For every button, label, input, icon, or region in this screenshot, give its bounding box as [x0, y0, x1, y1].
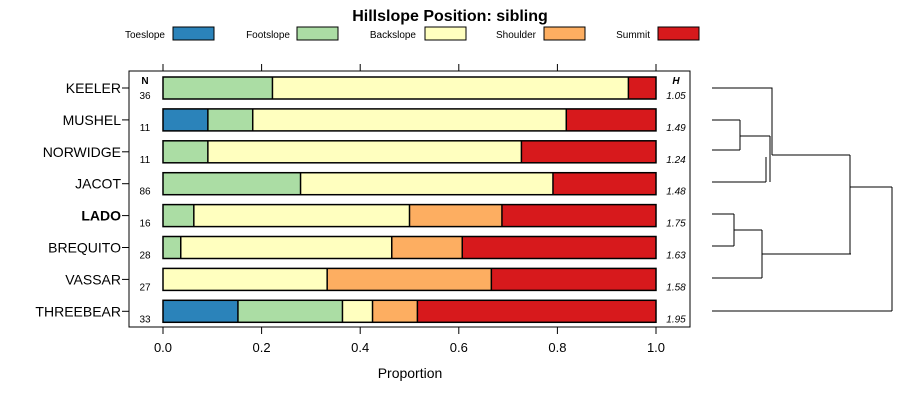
- bar-segment-lado-footslope: [163, 204, 194, 227]
- row-label-threebear: THREEBEAR: [35, 303, 121, 319]
- legend-swatch-toeslope: [172, 26, 215, 41]
- x-tick-label: 0.0: [154, 340, 172, 355]
- bar-segment-vassar-summit: [491, 268, 656, 291]
- x-tick-label: 1.0: [647, 340, 665, 355]
- bar-segment-jacot-footslope: [163, 172, 301, 195]
- h-value-norwidge: 1.24: [666, 155, 686, 166]
- bar-segment-jacot-backslope: [300, 172, 553, 195]
- legend-swatch-summit: [657, 26, 700, 41]
- n-value-mushel: 11: [140, 123, 151, 134]
- bar-segment-vassar-backslope: [163, 268, 328, 291]
- bar-segment-brequito-footslope: [163, 236, 181, 259]
- row-label-keeler: KEELER: [66, 80, 121, 96]
- bar-segment-lado-backslope: [193, 204, 410, 227]
- row-label-lado: LADO: [81, 208, 121, 224]
- row-labels: KEELER MUSHEL NORWIDGE JACOT LADO BREQUITO VAS…: [35, 80, 129, 319]
- n-value-threebear: 33: [139, 314, 151, 325]
- bar-segment-norwidge-backslope: [207, 140, 522, 163]
- x-axis-label: Proportion: [378, 365, 443, 381]
- bar-segment-lado-summit: [501, 204, 656, 227]
- legend-swatch-shoulder: [543, 26, 586, 41]
- n-value-lado: 16: [139, 219, 151, 230]
- bar-segment-brequito-summit: [462, 236, 656, 259]
- n-value-norwidge: 11: [140, 155, 151, 166]
- bar-segment-brequito-backslope: [180, 236, 392, 259]
- bar-outline-keeler: [162, 76, 657, 100]
- bar-segment-keeler-footslope: [163, 77, 273, 99]
- row-label-jacot: JACOT: [75, 176, 121, 192]
- plot-panel: [128, 70, 691, 328]
- n-value-keeler: 36: [139, 91, 151, 102]
- h-header: H: [672, 76, 680, 87]
- bar-segment-threebear-footslope: [237, 300, 343, 323]
- row-label-mushel: MUSHEL: [63, 112, 122, 128]
- bar-outline-norwidge: [162, 140, 657, 164]
- x-tick-label: 0.8: [548, 340, 566, 355]
- h-value-brequito: 1.63: [666, 251, 686, 262]
- row-label-brequito: BREQUITO: [48, 240, 121, 256]
- legend-label-backslope: Backslope: [370, 30, 417, 41]
- dendrogram-branches: [712, 87, 893, 312]
- bar-segment-keeler-backslope: [272, 77, 629, 99]
- bar-segment-threebear-backslope: [342, 300, 373, 323]
- h-value-vassar: 1.58: [666, 282, 686, 293]
- legend: Toeslope Footslope Backslope Shoulder Summit: [125, 26, 700, 41]
- bar-outline-brequito: [162, 235, 657, 260]
- bar-outline-vassar: [162, 267, 657, 292]
- bar-segment-lado-shoulder: [409, 204, 502, 227]
- legend-label-toeslope: Toeslope: [125, 30, 165, 41]
- bar-segment-threebear-shoulder: [372, 300, 418, 323]
- row-label-vassar: VASSAR: [65, 271, 121, 287]
- bar-outline-mushel: [162, 108, 657, 132]
- n-values: 36 11 11 86 16 28 27 33: [139, 91, 151, 325]
- bar-outline-threebear: [162, 299, 657, 324]
- legend-swatch-footslope: [296, 26, 339, 41]
- chart-title: Hillslope Position: sibling: [352, 8, 548, 25]
- row-label-norwidge: NORWIDGE: [43, 144, 121, 160]
- bar-segment-vassar-shoulder: [327, 268, 492, 291]
- x-tick-label: 0.2: [253, 340, 271, 355]
- h-value-threebear: 1.95: [666, 314, 686, 325]
- bar-segment-norwidge-footslope: [163, 140, 208, 163]
- x-axis: 0.0 0.2 0.4 0.6 0.8 1.0: [154, 64, 665, 355]
- bar-segment-jacot-summit: [552, 172, 656, 195]
- h-values: 1.05 1.49 1.24 1.48 1.75 1.63 1.58 1.95: [666, 91, 686, 325]
- bar-segment-norwidge-summit: [521, 140, 656, 163]
- n-value-brequito: 28: [139, 251, 151, 262]
- n-value-jacot: 86: [139, 187, 151, 198]
- bar-segment-mushel-backslope: [252, 108, 567, 131]
- legend-label-shoulder: Shoulder: [496, 30, 537, 41]
- bar-segment-brequito-shoulder: [391, 236, 463, 259]
- h-value-keeler: 1.05: [666, 91, 686, 102]
- bar-segment-threebear-summit: [417, 300, 656, 323]
- bar-outline-jacot: [162, 171, 657, 196]
- bars: [162, 76, 657, 324]
- legend-swatch-backslope: [424, 26, 467, 41]
- h-value-lado: 1.75: [666, 219, 686, 230]
- dendrogram: [712, 87, 893, 312]
- legend-label-summit: Summit: [616, 30, 650, 41]
- h-value-jacot: 1.48: [666, 187, 686, 198]
- legend-label-footslope: Footslope: [246, 30, 290, 41]
- x-tick-label: 0.4: [351, 340, 369, 355]
- n-header: N: [141, 76, 148, 87]
- bar-segment-mushel-summit: [566, 108, 656, 131]
- bar-segment-threebear-toeslope: [163, 300, 238, 323]
- bar-segment-mushel-toeslope: [163, 108, 208, 131]
- h-value-mushel: 1.49: [666, 123, 686, 134]
- bar-segment-keeler-summit: [628, 77, 656, 99]
- n-value-vassar: 27: [139, 282, 151, 293]
- x-tick-label: 0.6: [450, 340, 468, 355]
- bar-segment-mushel-footslope: [207, 108, 253, 131]
